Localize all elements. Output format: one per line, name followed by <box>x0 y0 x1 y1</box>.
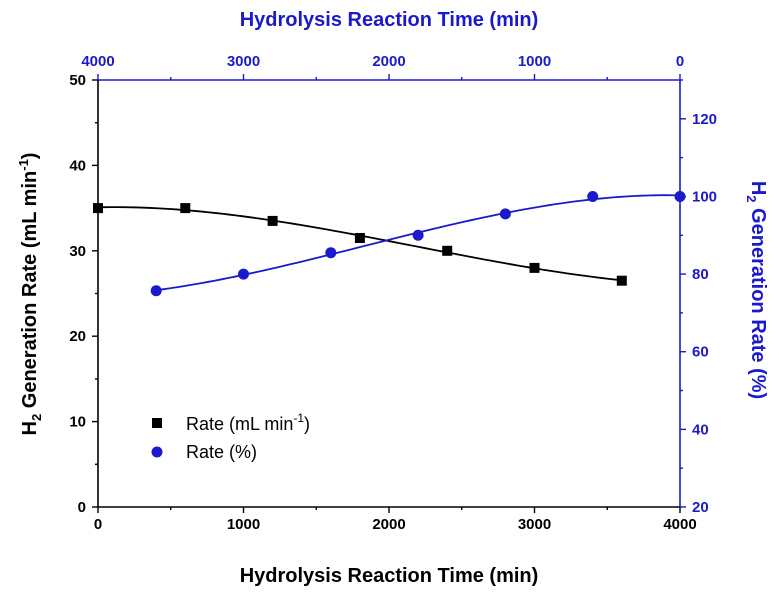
data-point-series-0 <box>93 203 103 214</box>
data-markers <box>93 190 686 297</box>
top-tick-label: 2000 <box>372 53 405 70</box>
data-point-series-1 <box>674 190 686 202</box>
right-tick-label: 20 <box>692 499 709 516</box>
legend-label-rate-pct: Rate (%) <box>186 442 257 462</box>
top-tick-label: 3000 <box>227 53 260 70</box>
right-axis-title: H2 Generation Rate (%) <box>744 181 769 399</box>
left-tick-label: 30 <box>69 243 86 260</box>
fit-curve-series-0 <box>97 206 622 282</box>
top-tick-label: 1000 <box>518 53 551 70</box>
right-tick-label: 60 <box>692 344 709 361</box>
data-point-series-1 <box>587 190 599 202</box>
data-point-series-1 <box>238 268 249 280</box>
left-tick-label: 10 <box>69 414 86 431</box>
left-axis-title-sup: -1 <box>16 159 31 171</box>
data-point-series-1 <box>150 285 162 297</box>
left-axis-title-rest: Generation Rate (mL min <box>19 171 41 414</box>
data-point-series-1 <box>412 229 424 241</box>
right-tick-label: 120 <box>692 111 717 128</box>
left-axis-title-sub: 2 <box>29 414 44 421</box>
left-tick-label: 40 <box>69 157 86 174</box>
right-axis-title-sub: 2 <box>744 195 759 202</box>
legend: Rate (mL min-1) Rate (%) <box>151 411 310 462</box>
legend-marker-rate-ml <box>152 418 162 428</box>
data-point-series-1 <box>325 247 337 259</box>
left-tick-label: 0 <box>78 499 86 516</box>
bottom-axis-title: Hydrolysis Reaction Time (min) <box>240 565 539 587</box>
bottom-tick-label: 4000 <box>663 516 696 533</box>
data-point-series-0 <box>180 203 191 214</box>
data-point-series-0 <box>267 215 278 226</box>
left-axis-title-close: ) <box>19 153 41 160</box>
left-axis-title: H2 Generation Rate (mL min-1) <box>16 153 44 436</box>
data-point-series-0 <box>354 232 365 243</box>
data-point-series-1 <box>499 208 511 220</box>
legend-label-rate-ml: Rate (mL min-1) <box>186 411 310 434</box>
fit-curve-series-1 <box>156 194 681 292</box>
bottom-tick-label: 0 <box>94 516 102 533</box>
right-tick-label: 100 <box>692 188 717 205</box>
legend-marker-rate-pct <box>151 446 163 458</box>
legend-label-rate-ml-sup: -1 <box>293 411 304 425</box>
bottom-tick-label: 2000 <box>372 516 405 533</box>
bottom-tick-label: 1000 <box>227 516 260 533</box>
bottom-tick-label: 3000 <box>518 516 551 533</box>
left-axis-title-main: H <box>19 421 41 435</box>
legend-label-rate-ml-main: Rate (mL min <box>186 414 293 434</box>
top-tick-label: 0 <box>676 53 684 70</box>
right-tick-label: 40 <box>692 421 709 438</box>
legend-label-rate-ml-close: ) <box>304 414 310 434</box>
right-axis-title-main: H <box>747 181 769 195</box>
top-tick-label: 4000 <box>81 53 114 70</box>
right-axis-title-rest: Generation Rate (%) <box>747 202 769 399</box>
left-tick-label: 20 <box>69 328 86 345</box>
data-point-series-0 <box>529 262 540 273</box>
data-point-series-0 <box>616 275 627 286</box>
data-point-series-0 <box>442 245 453 256</box>
left-tick-label: 50 <box>69 72 86 89</box>
top-axis-title: Hydrolysis Reaction Time (min) <box>240 9 539 31</box>
right-tick-label: 80 <box>692 266 709 283</box>
